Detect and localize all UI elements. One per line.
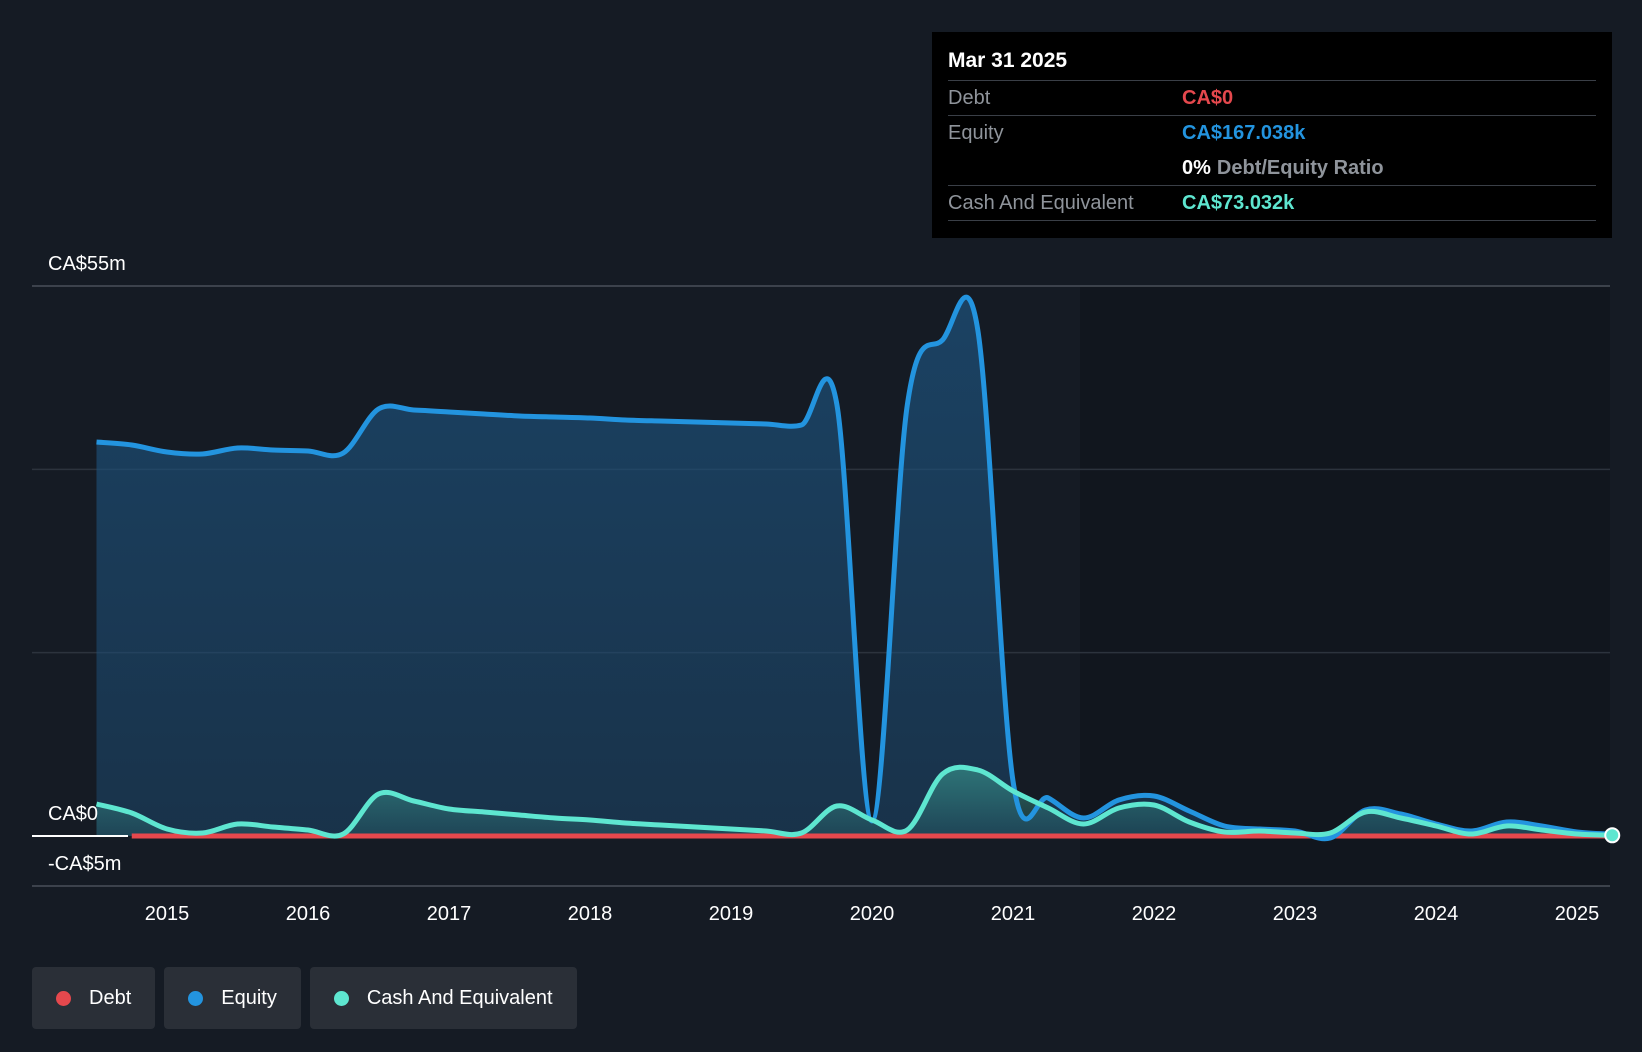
x-tick-label: 2017 xyxy=(427,903,472,925)
cash-area xyxy=(96,767,1613,837)
x-tick-label: 2015 xyxy=(145,903,190,925)
legend-debt-label: Debt xyxy=(89,986,132,1009)
y-axis-zero-label: CA$0 xyxy=(48,803,98,825)
equity-line xyxy=(96,294,1613,842)
x-tick-label: 2024 xyxy=(1414,903,1459,925)
legend-cash-label: Cash And Equivalent xyxy=(366,986,553,1009)
cash-end-marker xyxy=(1604,827,1621,844)
debt-dot-icon xyxy=(56,990,71,1006)
legend: Debt Equity Cash And Equivalent xyxy=(32,967,577,1029)
tooltip-row-debt: Debt CA$0 xyxy=(948,80,1596,115)
tooltip-row-ratio: 0% Debt/Equity Ratio xyxy=(948,150,1596,185)
y-axis-top-label: CA$55m xyxy=(48,253,126,275)
x-tick-label: 2025 xyxy=(1555,903,1600,925)
tooltip-debt-label: Debt xyxy=(948,87,991,109)
tooltip-date: Mar 31 2025 xyxy=(948,49,1068,72)
tooltip-cash-value: CA$73.032k xyxy=(1182,192,1295,214)
equity-dot-icon xyxy=(188,990,204,1006)
x-axis-ticks: 2015 2016 2017 2018 2019 2020 2021 2022 2023 2024… xyxy=(145,903,1600,925)
future-shade xyxy=(1080,286,1610,886)
tooltip: Mar 31 2025 Debt CA$0 Equity CA$167.038k… xyxy=(932,32,1612,238)
tooltip-equity-value: CA$167.038k xyxy=(1182,122,1306,144)
cash-line xyxy=(95,764,1613,839)
x-tick-label: 2016 xyxy=(286,903,331,925)
tooltip-equity-label: Equity xyxy=(948,122,1004,144)
equity-area xyxy=(96,297,1613,839)
x-tick-label: 2022 xyxy=(1132,903,1177,925)
tooltip-ratio-label: Debt/Equity Ratio xyxy=(1216,157,1384,179)
x-tick-label: 2020 xyxy=(850,903,895,925)
x-tick-label: 2021 xyxy=(991,903,1036,925)
x-tick-label: 2019 xyxy=(709,903,754,925)
x-tick-label: 2018 xyxy=(568,903,613,925)
tooltip-row-cash: Cash And Equivalent CA$73.032k xyxy=(948,185,1596,221)
legend-item-debt[interactable]: Debt xyxy=(32,967,156,1029)
cash-dot-icon xyxy=(333,990,349,1006)
legend-equity-label: Equity xyxy=(221,986,277,1009)
tooltip-cash-label: Cash And Equivalent xyxy=(948,192,1134,214)
tooltip-debt-value: CA$0 xyxy=(1182,87,1234,109)
legend-item-equity[interactable]: Equity xyxy=(164,967,301,1029)
legend-item-cash[interactable]: Cash And Equivalent xyxy=(309,967,577,1029)
x-tick-label: 2023 xyxy=(1273,903,1318,925)
tooltip-row-equity: Equity CA$167.038k xyxy=(948,115,1596,150)
y-axis-bottom-label: -CA$5m xyxy=(48,853,121,875)
tooltip-ratio-value: 0% xyxy=(1182,157,1211,179)
